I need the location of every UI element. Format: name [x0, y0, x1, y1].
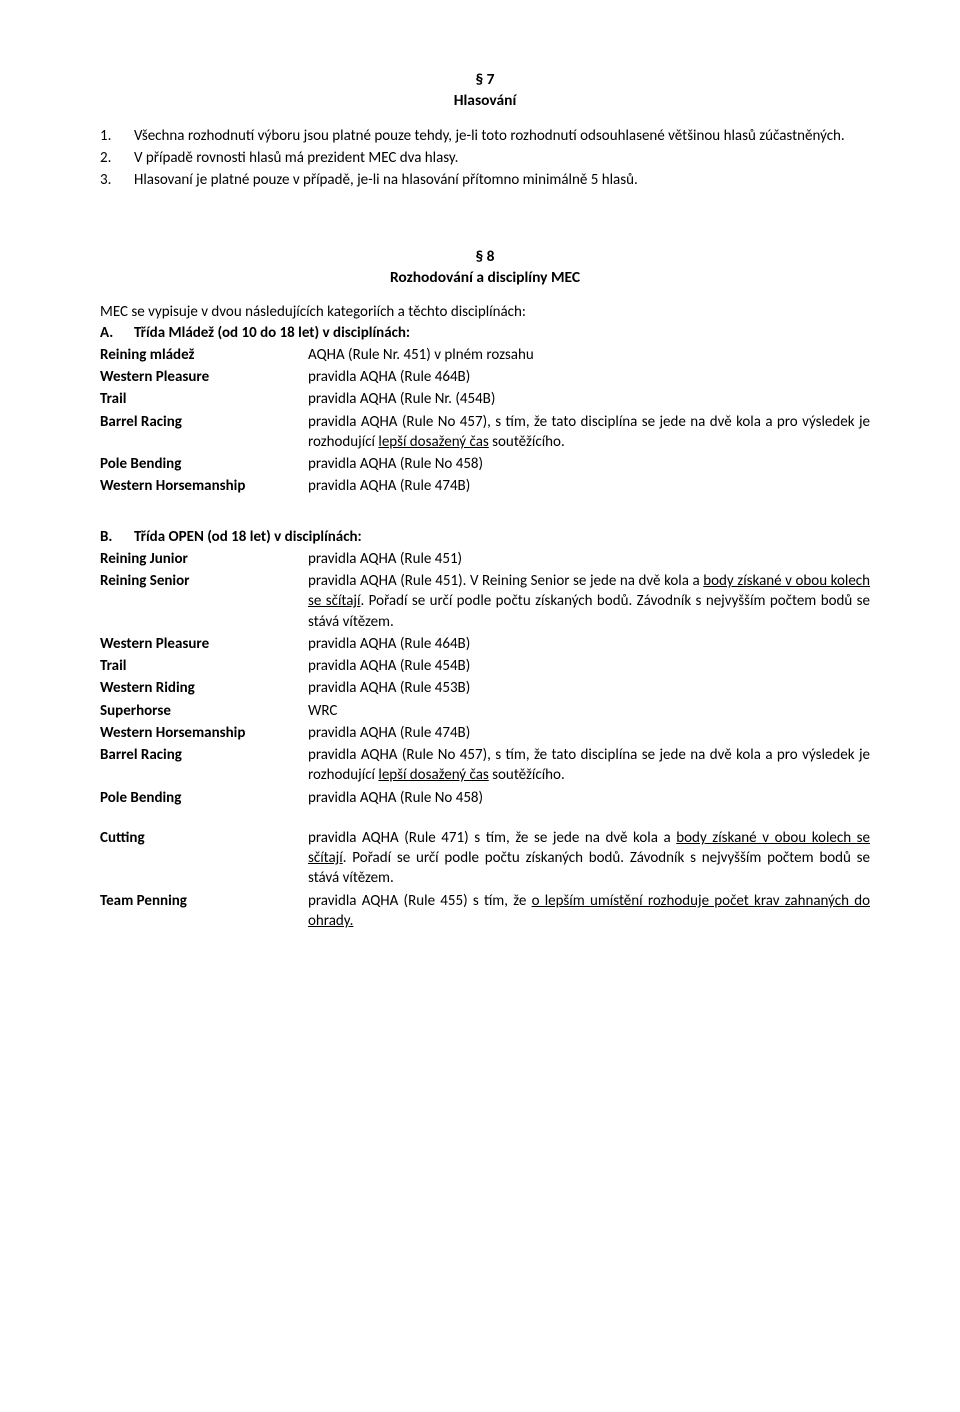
discipline-name: Western Horsemanship	[100, 476, 308, 496]
discipline-rule: pravidla AQHA (Rule 451). V Reining Seni…	[308, 571, 870, 632]
list-text: Hlasovaní je platné pouze v případě, je-…	[134, 170, 638, 190]
discipline-rule: WRC	[308, 701, 870, 721]
discipline-rule: pravidla AQHA (Rule 453B)	[308, 678, 870, 698]
discipline-row: Barrel Racingpravidla AQHA (Rule No 457)…	[100, 745, 870, 786]
list-text: Všechna rozhodnutí výboru jsou platné po…	[134, 126, 845, 146]
list-marker: 3.	[100, 170, 134, 190]
list-marker: 1.	[100, 126, 134, 146]
discipline-name: Superhorse	[100, 701, 308, 721]
discipline-rule: AQHA (Rule Nr. 451) v plném rozsahu	[308, 345, 870, 365]
subsection-b-rows: Reining Juniorpravidla AQHA (Rule 451)Re…	[100, 549, 870, 808]
subsection-marker: A.	[100, 323, 134, 343]
discipline-row: Reining Seniorpravidla AQHA (Rule 451). …	[100, 571, 870, 632]
section-7-title: Hlasování	[100, 91, 870, 112]
discipline-row: Trailpravidla AQHA (Rule Nr. (454B)	[100, 389, 870, 409]
discipline-row: Western Horsemanshippravidla AQHA (Rule …	[100, 723, 870, 743]
discipline-name: Trail	[100, 389, 308, 409]
list-marker: 2.	[100, 148, 134, 168]
discipline-name: Pole Bending	[100, 788, 308, 808]
discipline-rule: pravidla AQHA (Rule 455) s tím, že o lep…	[308, 891, 870, 932]
discipline-rule: pravidla AQHA (Rule No 458)	[308, 788, 870, 808]
discipline-name: Barrel Racing	[100, 412, 308, 453]
discipline-name: Western Pleasure	[100, 634, 308, 654]
discipline-name: Reining mládež	[100, 345, 308, 365]
discipline-row: Cuttingpravidla AQHA (Rule 471) s tím, ž…	[100, 828, 870, 889]
subsection-label: Třída Mládež (od 10 do 18 let) v discipl…	[134, 323, 410, 343]
discipline-rule: pravidla AQHA (Rule No 458)	[308, 454, 870, 474]
discipline-row: Reining Juniorpravidla AQHA (Rule 451)	[100, 549, 870, 569]
discipline-rule: pravidla AQHA (Rule No 457), s tím, že t…	[308, 745, 870, 786]
section-8-title: Rozhodování a disciplíny MEC	[100, 268, 870, 289]
discipline-rule: pravidla AQHA (Rule 454B)	[308, 656, 870, 676]
subsection-marker: B.	[100, 527, 134, 547]
list-item: 2. V případě rovnosti hlasů má prezident…	[100, 148, 870, 168]
discipline-row: Western Ridingpravidla AQHA (Rule 453B)	[100, 678, 870, 698]
subsection-b-rows-2: Cuttingpravidla AQHA (Rule 471) s tím, ž…	[100, 828, 870, 931]
discipline-rule: pravidla AQHA (Rule 451)	[308, 549, 870, 569]
discipline-rule: pravidla AQHA (Rule No 457), s tím, že t…	[308, 412, 870, 453]
list-item: 1. Všechna rozhodnutí výboru jsou platné…	[100, 126, 870, 146]
discipline-name: Reining Junior	[100, 549, 308, 569]
section-8-intro: MEC se vypisuje v dvou následujících kat…	[100, 302, 870, 322]
discipline-row: Team Penningpravidla AQHA (Rule 455) s t…	[100, 891, 870, 932]
section-7-number: § 7	[100, 70, 870, 91]
discipline-name: Western Horsemanship	[100, 723, 308, 743]
subsection-b-header: B. Třída OPEN (od 18 let) v disciplínách…	[100, 527, 870, 547]
discipline-name: Team Penning	[100, 891, 308, 932]
discipline-name: Western Pleasure	[100, 367, 308, 387]
list-text: V případě rovnosti hlasů má prezident ME…	[134, 148, 458, 168]
discipline-name: Cutting	[100, 828, 308, 889]
discipline-rule: pravidla AQHA (Rule 464B)	[308, 634, 870, 654]
section-7-list: 1. Všechna rozhodnutí výboru jsou platné…	[100, 126, 870, 191]
discipline-rule: pravidla AQHA (Rule 474B)	[308, 723, 870, 743]
subsection-a-header: A. Třída Mládež (od 10 do 18 let) v disc…	[100, 323, 870, 343]
discipline-rule: pravidla AQHA (Rule 471) s tím, že se je…	[308, 828, 870, 889]
discipline-row: Barrel Racingpravidla AQHA (Rule No 457)…	[100, 412, 870, 453]
discipline-row: Trailpravidla AQHA (Rule 454B)	[100, 656, 870, 676]
subsection-label: Třída OPEN (od 18 let) v disciplínách:	[134, 527, 362, 547]
discipline-rule: pravidla AQHA (Rule Nr. (454B)	[308, 389, 870, 409]
discipline-row: Pole Bendingpravidla AQHA (Rule No 458)	[100, 788, 870, 808]
discipline-row: Pole Bendingpravidla AQHA (Rule No 458)	[100, 454, 870, 474]
discipline-name: Reining Senior	[100, 571, 308, 632]
section-8-number: § 8	[100, 247, 870, 268]
discipline-name: Pole Bending	[100, 454, 308, 474]
list-item: 3. Hlasovaní je platné pouze v případě, …	[100, 170, 870, 190]
discipline-name: Trail	[100, 656, 308, 676]
discipline-name: Barrel Racing	[100, 745, 308, 786]
subsection-a-rows: Reining mládežAQHA (Rule Nr. 451) v plné…	[100, 345, 870, 497]
discipline-row: Western Pleasurepravidla AQHA (Rule 464B…	[100, 634, 870, 654]
discipline-rule: pravidla AQHA (Rule 464B)	[308, 367, 870, 387]
discipline-row: Western Pleasurepravidla AQHA (Rule 464B…	[100, 367, 870, 387]
discipline-row: Western Horsemanshippravidla AQHA (Rule …	[100, 476, 870, 496]
discipline-row: Reining mládežAQHA (Rule Nr. 451) v plné…	[100, 345, 870, 365]
discipline-rule: pravidla AQHA (Rule 474B)	[308, 476, 870, 496]
discipline-name: Western Riding	[100, 678, 308, 698]
discipline-row: SuperhorseWRC	[100, 701, 870, 721]
